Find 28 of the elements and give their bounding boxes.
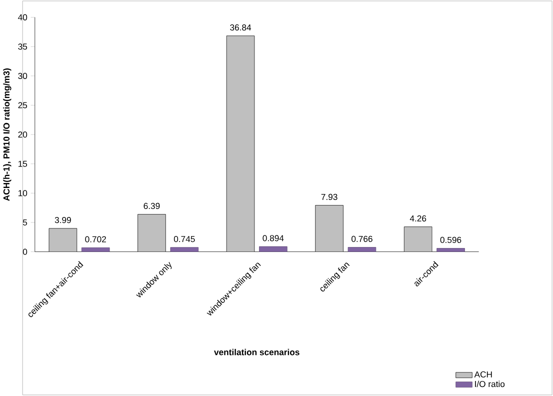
y-tick-label: 30 <box>18 72 28 80</box>
y-tick-label: 40 <box>18 14 28 20</box>
data-label: 0.596 <box>440 236 462 244</box>
x-axis-title: ventilation scenarios <box>214 348 300 356</box>
bar <box>49 228 77 252</box>
data-label: 0.702 <box>85 236 106 242</box>
legend-label: ACH <box>474 371 492 378</box>
y-tick-label: 0 <box>22 248 28 255</box>
bar <box>138 214 166 252</box>
y-tick-label: 25 <box>18 102 28 108</box>
bar <box>315 205 344 252</box>
data-label: 36.84 <box>230 24 252 31</box>
data-label: 0.894 <box>262 235 284 242</box>
legend-label: I/O ratio <box>475 380 505 388</box>
data-label: 7.93 <box>321 194 338 200</box>
y-tick-label: 35 <box>18 44 28 50</box>
bar <box>404 226 432 252</box>
y-tick-label: 5 <box>22 219 28 226</box>
data-label: 3.99 <box>54 217 71 224</box>
data-label: 0.745 <box>174 236 195 242</box>
y-tick-label: 10 <box>18 190 28 196</box>
data-label: 0.766 <box>352 236 372 242</box>
bar <box>226 36 254 252</box>
y-axis-title: ACH(h-1), PM10 I/O ratio(mg/m3) <box>3 68 12 201</box>
data-label: 6.39 <box>144 202 160 210</box>
y-tick-label: 20 <box>18 132 28 138</box>
data-label: 4.26 <box>410 215 426 222</box>
y-tick-label: 15 <box>18 160 28 167</box>
